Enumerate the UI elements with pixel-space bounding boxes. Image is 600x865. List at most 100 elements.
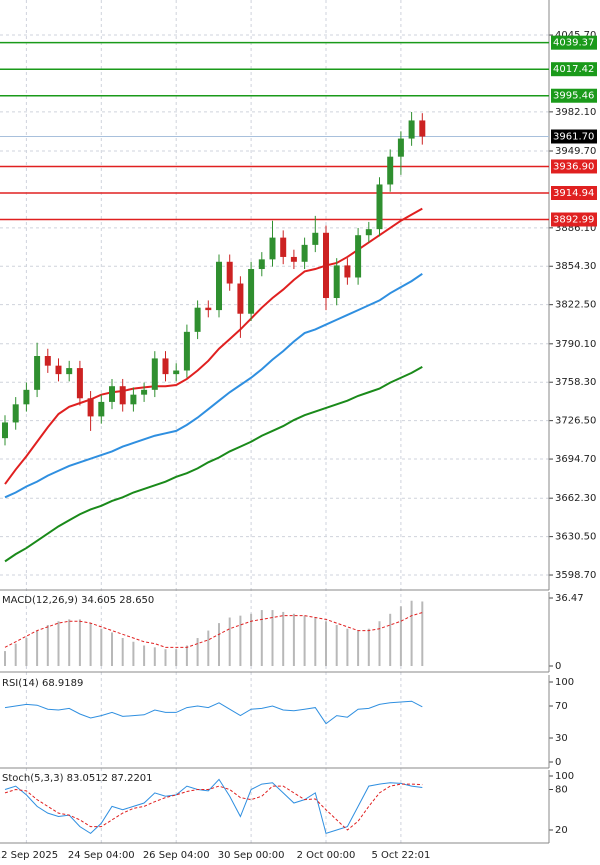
candle-body [141,389,148,395]
candle-body [205,307,212,311]
x-tick-label: 2 Oct 00:00 [297,850,356,861]
candle-body [333,265,340,299]
macd-bar [335,624,338,666]
y-tick-label: 20 [555,825,568,836]
level-label: 4017.42 [553,64,594,75]
level-label: 4039.37 [553,38,594,49]
candle-body [312,232,319,245]
candle-body [87,398,94,417]
candle-body [151,358,158,390]
candle-body [76,368,83,399]
candle-body [290,256,297,262]
candle-body [162,358,169,375]
y-tick-label: 80 [555,785,568,796]
macd-bar [78,619,81,666]
candle-body [66,368,73,375]
macd-bar [132,641,135,666]
y-tick-label: 70 [555,701,568,712]
candle-body [216,261,222,311]
macd-bar [57,621,60,666]
y-tick-label: 3949.70 [555,146,596,157]
macd-bar [239,615,242,666]
candle-body [55,365,62,375]
x-tick-label: 30 Sep 00:00 [218,850,285,861]
y-tick-label: 3694.70 [555,454,596,465]
y-tick-label: 3598.70 [555,570,596,581]
macd-bar [46,624,49,666]
macd-bar [389,613,392,666]
level-label: 3914.94 [553,188,594,199]
indicator-line [4,612,423,648]
candle-body [376,184,383,230]
macd-bar [14,643,17,666]
indicator-line [4,207,423,485]
candle-body [237,283,244,314]
current-price-bg [551,129,597,144]
macd-bar [292,613,295,666]
macd-bar [111,632,113,666]
indicator-line [4,366,423,563]
candle-body [387,156,394,185]
y-tick-label: 0 [555,757,561,768]
current-price-label: 3961.70 [553,132,594,143]
macd-bar [25,638,28,666]
indicator-line [4,783,423,831]
candle-body [12,404,19,423]
macd-bar [346,628,349,666]
macd-bar [36,630,39,666]
candle-body [365,229,372,236]
y-tick-label: 3854.30 [555,261,596,272]
macd-bar [100,628,103,666]
panel-title: Stoch(5,3,3) 83.0512 87.2201 [2,773,153,784]
candle-body [269,237,276,260]
candle-body [119,386,126,405]
candle-body [194,307,201,332]
indicator-line [4,778,423,835]
macd-bar [260,610,263,666]
candle-body [301,244,308,262]
y-tick-label: 3982.10 [555,107,596,118]
macd-bar [357,630,360,666]
macd-bar [89,623,92,666]
level-label-bg [551,212,597,227]
macd-bar [196,638,199,666]
macd-bar [121,638,124,666]
candle-body [34,356,41,390]
level-label: 3892.99 [553,215,594,226]
y-tick-label: 36.47 [555,593,584,604]
y-tick-label: 3758.30 [555,377,596,388]
level-label-bg [551,62,597,77]
candle-body [183,331,190,371]
macd-bar [143,645,146,666]
candle-body [44,356,51,366]
panel-title: RSI(14) 68.9189 [2,678,83,689]
y-tick-label: 3790.10 [555,339,596,350]
macd-bar [175,649,178,666]
macd-bar [303,615,306,666]
macd-bar [378,621,381,666]
y-tick-label: 3886.10 [555,223,596,234]
y-tick-label: 3662.30 [555,493,596,504]
macd-bar [410,600,413,666]
macd-bar [314,617,317,666]
indicator-line [4,273,423,499]
level-label-bg [551,35,597,50]
candle-body [355,235,362,278]
candle-body [173,370,180,375]
y-tick-label: 0 [555,661,561,672]
macd-bar [367,628,370,666]
x-tick-label: 26 Sep 04:00 [143,850,210,861]
y-tick-label: 3630.50 [555,532,596,543]
macd-bar [250,613,253,666]
candle-body [280,237,287,257]
macd-bar [68,619,71,666]
level-label-bg [551,88,597,103]
macd-bar [271,610,274,666]
macd-bar [4,651,6,666]
indicator-line [4,700,423,725]
y-tick-label: 100 [555,677,574,688]
candle-body [130,394,137,405]
candle-body [23,389,30,405]
candle-body [397,138,404,157]
candle-body [226,261,233,284]
